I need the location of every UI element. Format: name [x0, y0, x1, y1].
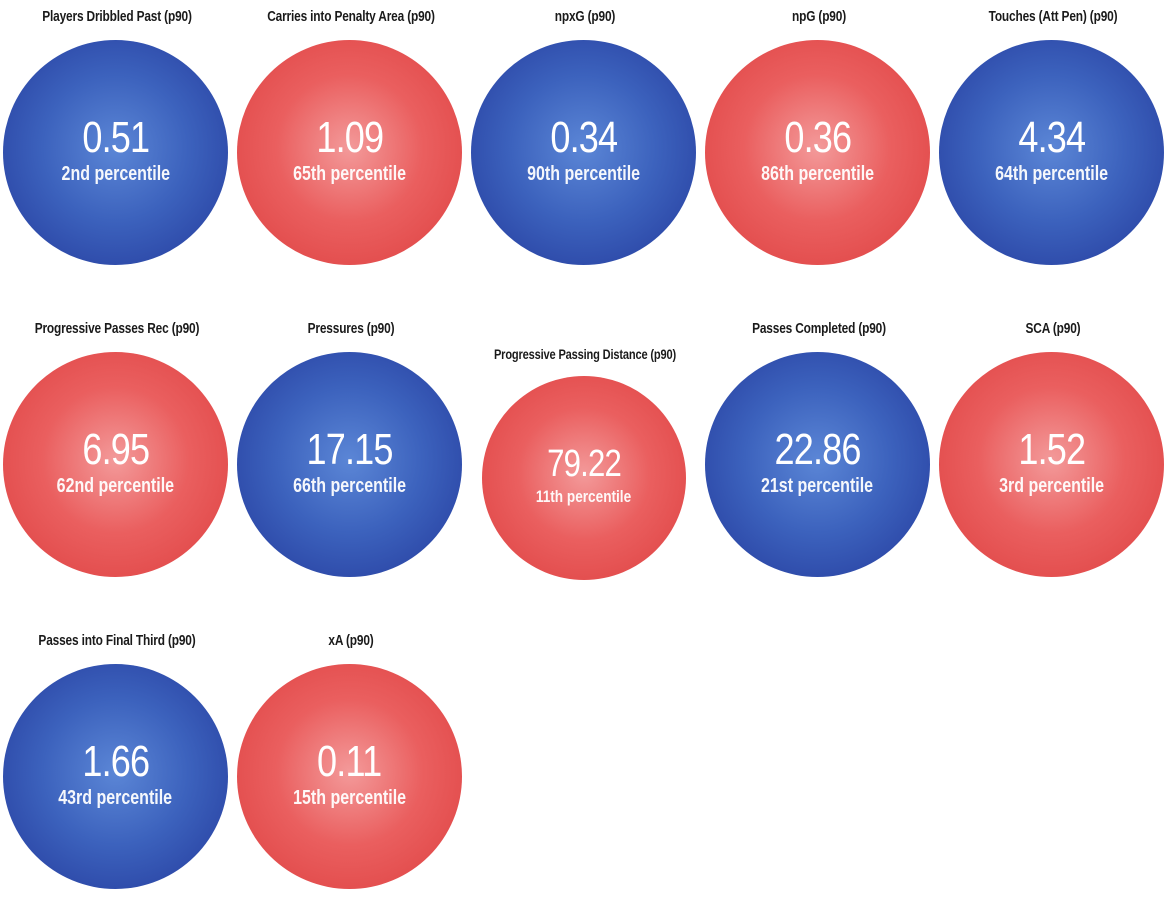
metric-circle: 17.15 66th percentile [237, 352, 462, 577]
metric-circle: 0.34 90th percentile [471, 40, 696, 265]
metric-label: SCA (p90) [1025, 321, 1081, 337]
metric-value: 0.11 [317, 736, 382, 786]
metric-percentile: 62nd percentile [56, 474, 175, 497]
metric-circle: 6.95 62nd percentile [3, 352, 228, 577]
metric-label: Progressive Passing Distance (p90) [493, 347, 677, 362]
metric-label: xA (p90) [328, 633, 374, 649]
metric-label: Touches (Att Pen) (p90) [988, 9, 1118, 25]
metric-circle: 1.52 3rd percentile [939, 352, 1164, 577]
metric-percentile: 65th percentile [293, 162, 406, 185]
metric-circle: 0.11 15th percentile [237, 664, 462, 889]
metric-circle: 1.09 65th percentile [237, 40, 462, 265]
metric-value: 1.52 [1018, 424, 1086, 474]
metric-percentile: 11th percentile [536, 487, 632, 506]
metric-label: Progressive Passes Rec (p90) [34, 321, 200, 337]
metric-value: 0.34 [550, 112, 618, 162]
metric-label: Pressures (p90) [307, 321, 395, 337]
metric-percentile: 66th percentile [293, 474, 406, 497]
metric-label: npG (p90) [791, 9, 847, 25]
metric-circle: 22.86 21st percentile [705, 352, 930, 577]
metric-label: Passes Completed (p90) [752, 321, 886, 337]
metric-value: 0.51 [82, 112, 150, 162]
metric-circle: 0.51 2nd percentile [3, 40, 228, 265]
metric-label: Passes into Final Third (p90) [38, 633, 196, 649]
metric-circle: 4.34 64th percentile [939, 40, 1164, 265]
metric-value: 4.34 [1018, 112, 1086, 162]
metric-label: npxG (p90) [554, 9, 616, 25]
metric-percentile: 64th percentile [995, 162, 1108, 185]
metric-value: 6.95 [82, 424, 150, 474]
metric-value: 22.86 [774, 424, 861, 474]
metric-label: Carries into Penalty Area (p90) [267, 9, 435, 25]
metric-percentile: 21st percentile [761, 474, 874, 497]
metric-percentile: 15th percentile [293, 786, 406, 809]
metric-value: 1.09 [316, 112, 384, 162]
metric-percentile: 90th percentile [527, 162, 640, 185]
metric-value: 79.22 [547, 443, 622, 485]
metric-value: 17.15 [306, 424, 393, 474]
metric-value: 1.66 [82, 736, 150, 786]
metric-percentile: 2nd percentile [61, 162, 170, 185]
metric-percentile: 43rd percentile [58, 786, 173, 809]
metric-circle: 1.66 43rd percentile [3, 664, 228, 889]
metric-label: Players Dribbled Past (p90) [42, 9, 192, 25]
metric-value: 0.36 [784, 112, 852, 162]
metric-percentile: 3rd percentile [999, 474, 1104, 497]
metric-circle: 79.22 11th percentile [482, 376, 686, 580]
metric-circle: 0.36 86th percentile [705, 40, 930, 265]
metric-percentile: 86th percentile [761, 162, 874, 185]
